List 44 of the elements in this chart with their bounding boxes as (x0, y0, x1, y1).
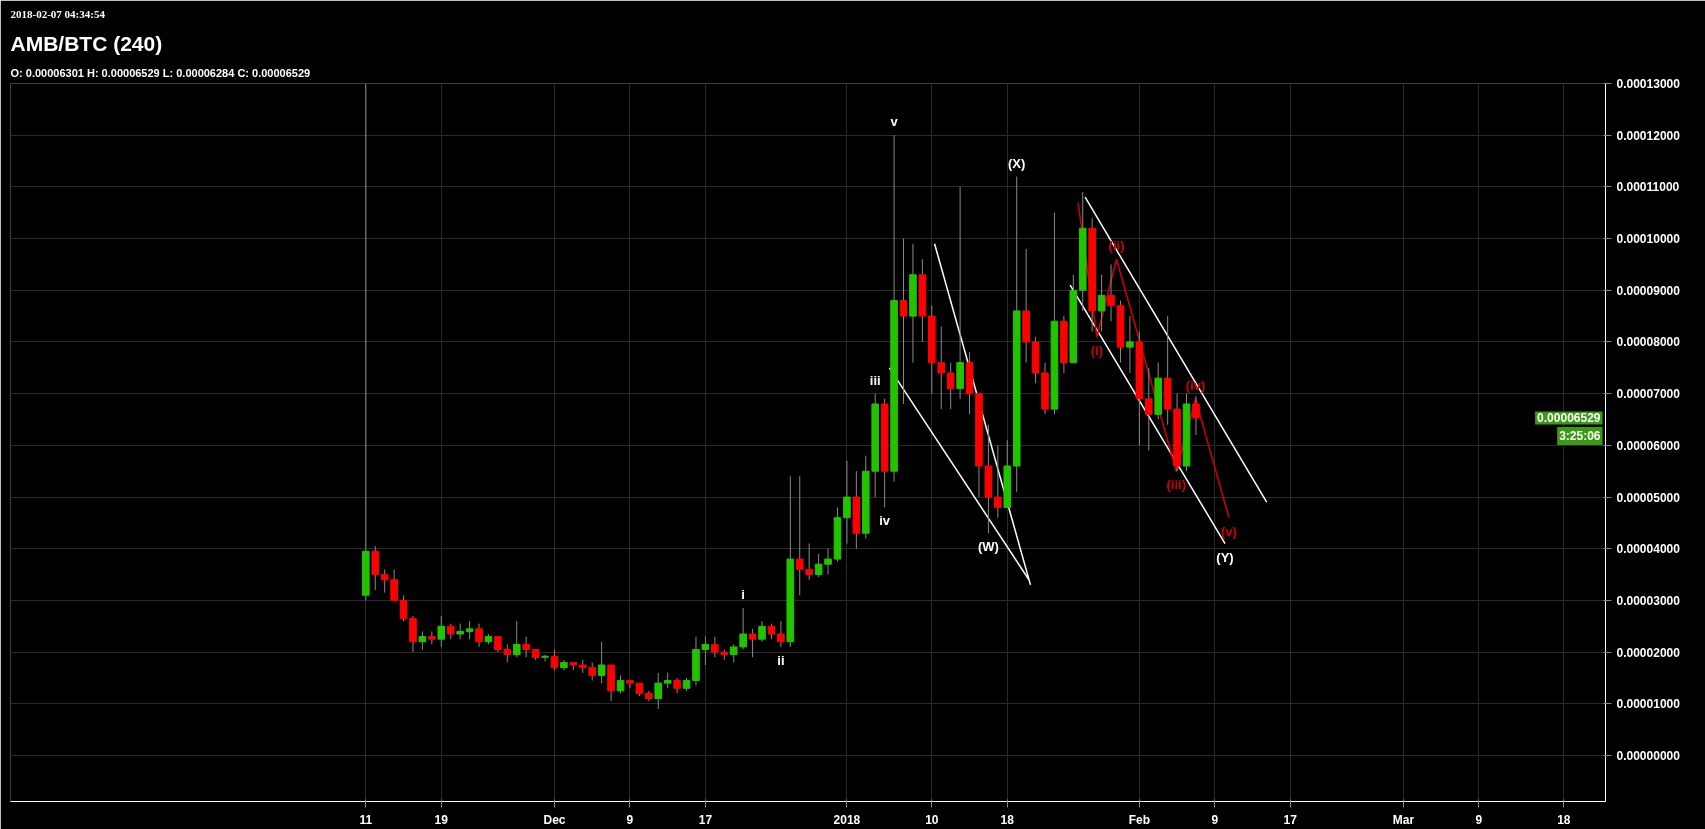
y-tick-label: 0.00005000 (1616, 490, 1681, 505)
x-tick-label: 9 (1475, 812, 1483, 827)
x-tick-label: Mar (1392, 812, 1415, 827)
chart-subtitle: O: 0.00006301 H: 0.00006529 L: 0.00006284 C: 0.00006529 (10, 66, 311, 79)
y-tick-label: 0.00002000 (1616, 645, 1681, 660)
annotation: iv (879, 513, 891, 529)
y-tick-label: 0.00013000 (1616, 77, 1681, 91)
x-tick-label: 18 (1000, 812, 1015, 827)
annotation: ii (777, 652, 785, 668)
y-tick-label: 0.00011000 (1616, 180, 1680, 195)
x-tick-label: 2018 (833, 812, 861, 827)
y-tick-label: 0.00000000 (1616, 748, 1681, 763)
annotation: i (741, 587, 745, 603)
y-tick-label: 0.00004000 (1616, 542, 1681, 557)
x-tick-label: Feb (1128, 812, 1151, 827)
annotation: v (890, 114, 899, 130)
annotation: 0.00006529 (1537, 411, 1601, 426)
x-tick-label: Dec (543, 812, 566, 827)
chart-title: AMB/BTC (240) (10, 31, 163, 55)
annotation: iii (869, 372, 881, 388)
y-tick-label: 0.00001000 (1616, 697, 1681, 712)
x-tick-label: 17 (1283, 812, 1298, 827)
annotation: (iii) (1166, 477, 1187, 493)
annotation: (Y) (1216, 549, 1234, 565)
annotation: (v) (1221, 523, 1237, 539)
x-tick-label: 9 (626, 812, 634, 827)
y-tick-label: 0.00007000 (1616, 387, 1681, 402)
x-tick-label: 11 (359, 812, 373, 827)
x-tick-label: 9 (1211, 812, 1219, 827)
x-tick-label: 19 (434, 812, 449, 827)
annotation: (W) (977, 539, 999, 555)
annotation: (X) (1008, 155, 1026, 171)
x-tick-label: 18 (1557, 812, 1571, 827)
y-tick-label: 0.00010000 (1616, 232, 1681, 247)
y-tick-label: 0.00012000 (1616, 128, 1681, 143)
annotation: 3:25:06 (1559, 429, 1601, 443)
x-tick-label: 17 (698, 812, 713, 827)
x-tick-label: 10 (925, 812, 939, 827)
y-tick-label: 0.00008000 (1616, 335, 1681, 350)
text: 2018-02-07 04:34:54 (10, 7, 106, 20)
y-tick-label: 0.00009000 (1616, 283, 1681, 298)
annotation: (i) (1090, 342, 1104, 358)
y-tick-label: 0.00003000 (1616, 593, 1681, 608)
y-tick-label: 0.00006000 (1616, 438, 1681, 453)
